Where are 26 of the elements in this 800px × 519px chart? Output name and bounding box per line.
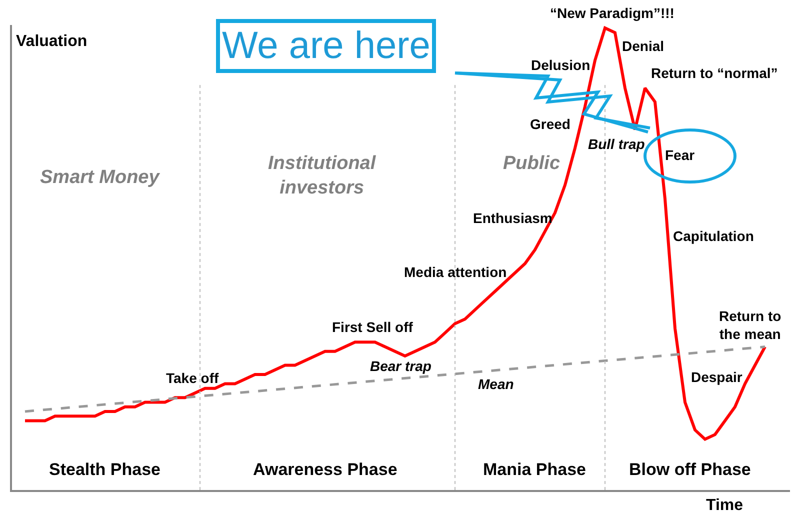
annotation: Capitulation xyxy=(673,228,754,244)
annotation: Return to “normal” xyxy=(651,65,778,81)
annotation: We are here xyxy=(222,25,430,67)
annotation: Public xyxy=(503,153,560,174)
annotation: Enthusiasm xyxy=(473,210,552,226)
annotation: Blow off Phase xyxy=(629,460,751,479)
annotation: Bull trap xyxy=(588,136,646,152)
x-axis-title: Time xyxy=(706,497,744,514)
y-axis-title: Valuation xyxy=(16,33,88,50)
annotation: Take off xyxy=(166,370,219,386)
annotation: Return to the mean xyxy=(719,308,782,342)
annotation: Mean xyxy=(478,376,514,392)
annotation: Despair xyxy=(691,369,743,385)
annotation: Smart Money xyxy=(40,167,161,188)
annotation: Stealth Phase xyxy=(49,460,160,479)
annotation: Fear xyxy=(665,147,696,163)
annotation: Delusion xyxy=(531,57,590,73)
text: “New Paradigm”!!! xyxy=(550,5,674,21)
annotation: Bear trap xyxy=(370,358,432,374)
annotation: Greed xyxy=(530,116,570,132)
annotation: Media attention xyxy=(404,264,507,280)
annotation: Mania Phase xyxy=(483,460,586,479)
annotation: First Sell off xyxy=(332,319,414,335)
annotation: Awareness Phase xyxy=(253,460,398,479)
annotation: Institutional investors xyxy=(268,153,376,199)
annotation: Denial xyxy=(622,38,664,54)
